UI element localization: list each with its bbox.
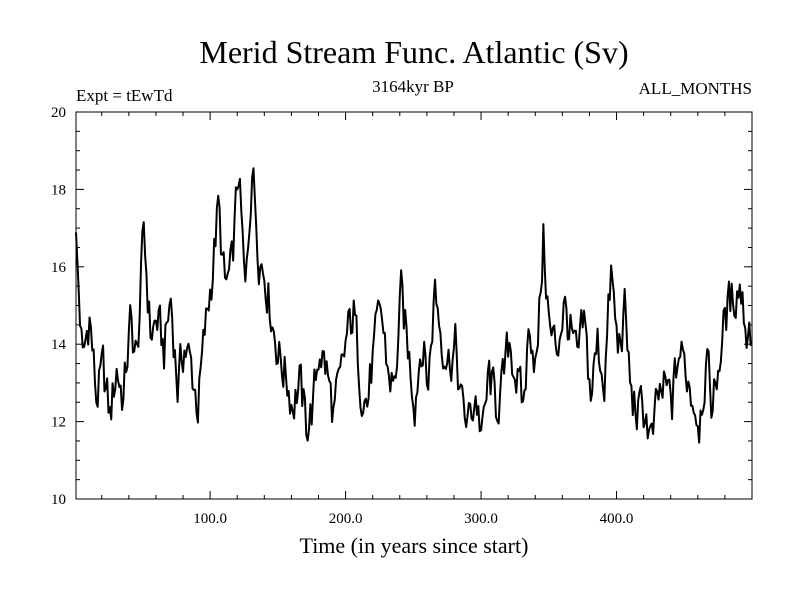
- period-label: 3164kyr BP: [372, 77, 454, 96]
- y-tick-label: 20: [51, 105, 66, 121]
- y-tick-label: 14: [51, 337, 67, 353]
- y-tick-label: 12: [51, 415, 66, 431]
- x-tick-label: 100.0: [193, 511, 227, 527]
- months-label: ALL_MONTHS: [639, 79, 752, 98]
- x-tick-label: 300.0: [464, 511, 498, 527]
- y-tick-label: 16: [51, 260, 67, 276]
- x-tick-label: 400.0: [600, 511, 634, 527]
- chart-title: Merid Stream Func. Atlantic (Sv): [199, 34, 628, 70]
- y-tick-label: 18: [51, 182, 66, 198]
- x-tick-label: 200.0: [329, 511, 363, 527]
- y-axis: 10 12 14 16 18 20: [51, 105, 752, 508]
- plot-frame: [75, 111, 753, 500]
- y-tick-label: 10: [51, 492, 66, 508]
- x-axis: 100.0 200.0 300.0 400.0: [101, 112, 753, 527]
- experiment-label: Expt = tEwTd: [76, 86, 173, 105]
- series-line: [75, 167, 753, 444]
- x-axis-label: Time (in years since start): [300, 533, 529, 558]
